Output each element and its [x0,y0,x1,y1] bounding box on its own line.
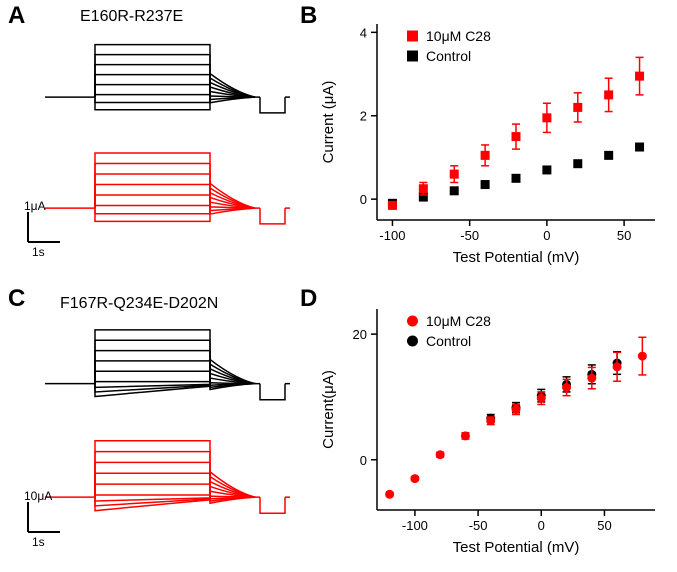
svg-text:Test Potential (mV): Test Potential (mV) [453,539,580,556]
svg-text:10μA: 10μA [24,489,52,503]
svg-text:20: 20 [353,327,367,342]
svg-text:2: 2 [360,109,367,124]
svg-text:Test Potential (mV): Test Potential (mV) [453,249,580,266]
svg-text:0: 0 [538,518,545,533]
svg-text:0: 0 [360,192,367,207]
svg-text:50: 50 [617,228,631,243]
panel-a-mutant: E160R-R237E [80,8,183,26]
panel-b-chart: -100 -50 0 50 0 2 4 Test Potential (mV) Current … [315,10,675,270]
panel-a-traces: 1μA 1s [20,30,290,260]
svg-text:-100: -100 [379,228,405,243]
svg-text:-100: -100 [402,518,428,533]
svg-text:Current(μA): Current(μA) [320,370,337,449]
panel-c-traces: 10μA 1s [20,315,290,550]
svg-text:1μA: 1μA [24,199,46,213]
panel-c-label: C [8,285,25,313]
svg-text:0: 0 [543,228,550,243]
panel-d-chart: -100 -50 0 50 0 20 Test Potential (mV) Current(… [315,295,675,560]
svg-text:Control: Control [426,333,471,349]
panel-c-mutant: F167R-Q234E-D202N [60,295,218,313]
svg-text:-50: -50 [460,228,479,243]
svg-text:10μM C28: 10μM C28 [426,313,491,329]
svg-text:1s: 1s [32,245,45,259]
svg-text:-50: -50 [469,518,488,533]
svg-text:0: 0 [360,453,367,468]
svg-text:Current (μA): Current (μA) [320,81,337,164]
svg-text:4: 4 [360,25,367,40]
svg-text:Control: Control [426,48,471,64]
svg-text:1s: 1s [32,535,45,549]
svg-text:10μM C28: 10μM C28 [426,28,491,44]
panel-a-label: A [8,2,25,30]
svg-text:50: 50 [597,518,611,533]
